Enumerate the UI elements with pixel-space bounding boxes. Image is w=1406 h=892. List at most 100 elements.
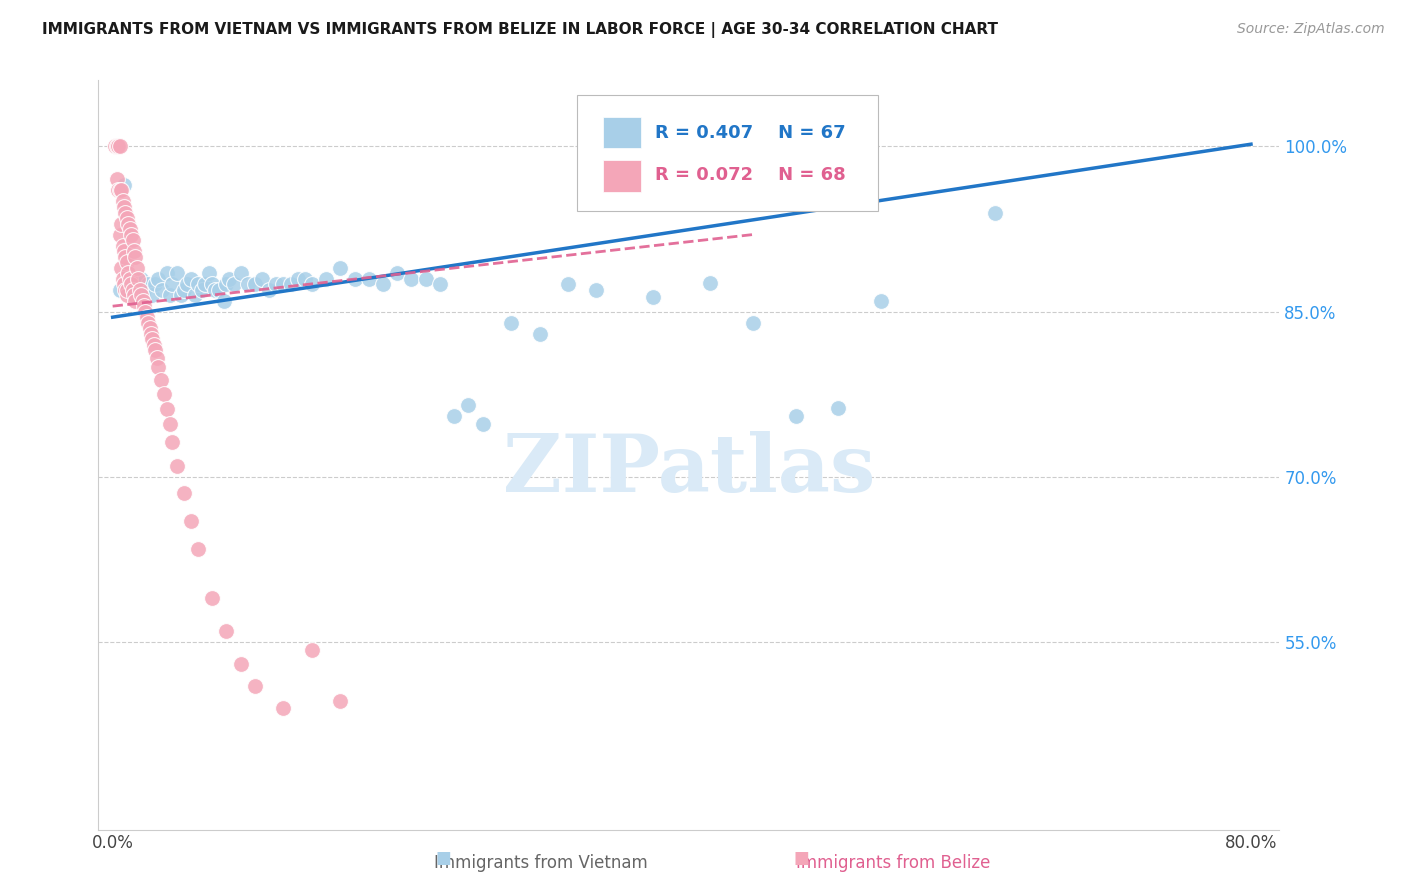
Bar [603,117,641,148]
Point [125,260,148,275]
FancyBboxPatch shape [576,95,877,211]
Point [129,288,152,302]
Point [870,293,893,308]
Point [139,326,162,341]
Point [180,271,202,285]
Point [201,277,224,292]
Point [121,233,143,247]
Point [118,277,141,292]
Point [243,277,266,292]
Point [329,260,352,275]
Point [114,283,136,297]
Point [194,277,217,292]
Point [108,283,131,297]
Point [191,283,214,297]
Point [585,283,607,297]
Point [122,244,145,258]
Point [138,321,160,335]
Point [236,277,259,292]
Point [108,184,131,198]
Point [141,288,163,302]
Point [115,255,138,269]
Point [243,679,266,693]
Point [118,271,141,285]
Point [124,250,146,264]
Point [111,271,134,285]
Point [136,316,159,330]
Point [471,417,494,431]
Text: IMMIGRANTS FROM VIETNAM VS IMMIGRANTS FROM BELIZE IN LABOR FORCE | AGE 30-34 COR: IMMIGRANTS FROM VIETNAM VS IMMIGRANTS FR… [42,22,998,38]
Point [162,277,184,292]
Point [110,260,132,275]
Point [429,277,451,292]
Point [371,277,394,292]
Point [273,701,295,715]
Point [156,266,179,280]
Point [136,277,159,292]
Point [218,271,240,285]
Point [107,184,129,198]
Point [215,624,238,639]
Point [156,401,179,416]
Point [827,401,849,415]
Point [785,409,807,424]
Point [115,283,138,297]
Point [121,283,143,297]
Point [111,194,134,209]
Point [132,283,155,297]
Point [204,283,226,297]
Text: ZIPatlas: ZIPatlas [503,431,875,509]
Point [112,200,135,214]
Point [529,326,551,341]
Point [131,293,153,308]
Point [118,222,141,236]
Point [287,271,309,285]
Point [184,288,207,302]
Point [104,139,127,153]
Point [215,277,238,292]
Point [187,541,209,556]
Point [387,266,409,280]
Point [112,244,135,258]
Point [148,359,170,374]
Point [115,288,138,302]
Point [557,277,579,292]
Point [110,184,132,198]
Point [984,205,1007,219]
Point [110,217,132,231]
Text: Immigrants from Belize: Immigrants from Belize [796,855,990,872]
Point [122,283,145,297]
Point [280,277,302,292]
Point [208,283,231,297]
Point [114,250,136,264]
Point [145,351,167,365]
Point [122,288,145,302]
Point [343,271,366,285]
Point [415,271,437,285]
Point [273,277,295,292]
Point [143,277,166,292]
Point [117,217,139,231]
Point [166,266,188,280]
Point [117,266,139,280]
Point [124,293,146,308]
Point [201,591,224,606]
Point [150,373,173,387]
Text: Immigrants from Vietnam: Immigrants from Vietnam [434,855,648,872]
Point [329,693,352,707]
Point [129,271,152,285]
Point [115,211,138,225]
Point [115,283,138,297]
Point [127,277,149,292]
Point [176,277,198,292]
Point [152,283,174,297]
Point [111,238,134,252]
Bar [603,161,641,192]
Point [301,277,323,292]
Point [159,288,181,302]
Point [401,271,423,285]
Point [294,271,316,285]
Text: R = 0.407    N = 67: R = 0.407 N = 67 [655,124,845,142]
Point [357,271,380,285]
Point [301,643,323,657]
